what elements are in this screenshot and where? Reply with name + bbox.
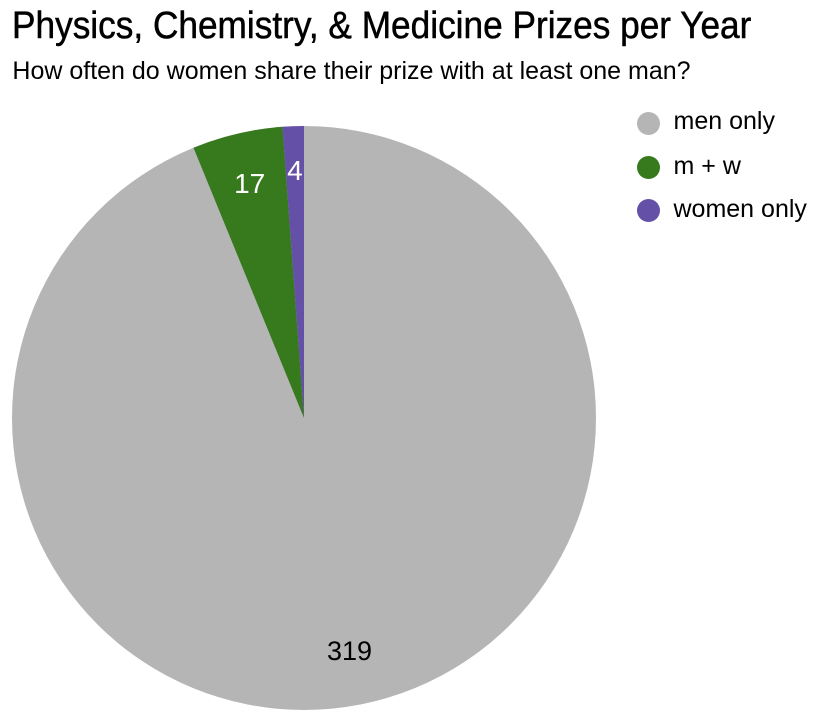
- svg-text:4: 4: [287, 155, 303, 186]
- svg-text:17: 17: [234, 168, 265, 199]
- svg-text:319: 319: [327, 636, 372, 666]
